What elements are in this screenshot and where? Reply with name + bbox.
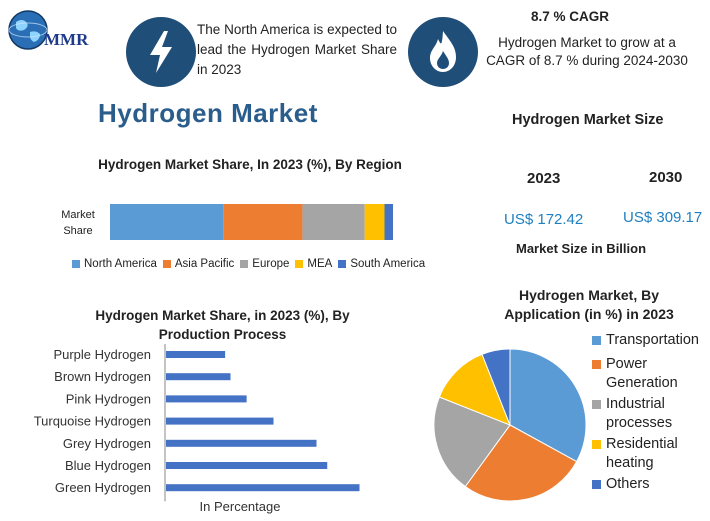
process-x-axis-label: In Percentage	[200, 499, 281, 514]
region-category-label: Market Share	[61, 209, 95, 237]
logo-text: MMR	[44, 30, 89, 49]
legend-label: Industrial processes	[606, 396, 673, 431]
logo	[6, 8, 96, 58]
year-2030: 2030	[649, 169, 683, 186]
flame-icon	[408, 17, 478, 87]
region-stacked-bar	[110, 204, 393, 240]
legend-swatch	[162, 260, 171, 268]
process-label-pink-hydrogen: Pink Hydrogen	[66, 391, 151, 406]
legend-label: Residential heating	[606, 436, 678, 471]
legend-swatch	[592, 440, 601, 449]
legend-item-transportation: Transportation	[592, 331, 710, 350]
legend-label: Asia Pacific	[174, 258, 235, 270]
legend-item-residential-heating: Residential heating	[592, 435, 710, 473]
cagr-text: Hydrogen Market to grow at a CAGR of 8.7…	[486, 35, 688, 68]
process-label-blue-hydrogen: Blue Hydrogen	[65, 458, 151, 473]
legend-swatch	[592, 400, 601, 409]
legend-swatch	[295, 260, 304, 268]
application-legend: Transportation Power Generation Industrial…	[592, 331, 710, 494]
application-chart-title: Hydrogen Market, By Application (in %) i…	[504, 287, 674, 322]
pie-slice-industrial-processes	[433, 396, 511, 488]
process-bar-grey-hydrogen	[166, 439, 317, 447]
legend-swatch	[72, 260, 80, 268]
process-label-brown-hydrogen: Brown Hydrogen	[54, 369, 151, 384]
market-size-note: Market Size in Billion	[516, 241, 647, 256]
process-label-grey-hydrogen: Grey Hydrogen	[63, 436, 151, 451]
application-pie-chart	[433, 348, 587, 502]
region-bar-asia-pacific	[223, 204, 303, 240]
region-bar-mea	[364, 204, 385, 240]
legend-label: South America	[350, 258, 426, 270]
market-size-title: Hydrogen Market Size	[512, 112, 664, 128]
region-bar-south-america	[384, 204, 393, 240]
process-bar-pink-hydrogen	[166, 395, 247, 403]
region-chart-title: Hydrogen Market Share, In 2023 (%), By R…	[98, 157, 402, 172]
legend-item-others: Others	[592, 475, 710, 494]
globe-icon	[8, 10, 48, 50]
size-2030-value: US$ 309.17	[623, 209, 703, 226]
pie-slice-residential-heating	[438, 353, 511, 426]
legend-label: North America	[84, 258, 157, 270]
size-2023-value: US$ 172.42	[504, 211, 584, 228]
legend-swatch	[592, 336, 601, 345]
legend-label: Power Generation	[606, 356, 678, 391]
process-chart-title: Hydrogen Market Share, in 2023 (%), By P…	[95, 308, 350, 342]
page-title: Hydrogen Market	[98, 98, 318, 128]
legend-label: Others	[606, 476, 650, 492]
process-bar-purple-hydrogen	[166, 351, 226, 358]
process-bar-brown-hydrogen	[166, 373, 231, 381]
legend-item-asia-pacific: Asia Pacific	[162, 258, 235, 270]
legend-item-mea: MEA	[295, 258, 332, 270]
pie-slice-transportation	[509, 348, 587, 463]
legend-swatch	[592, 360, 601, 369]
lightning-icon	[126, 17, 196, 87]
legend-swatch	[338, 260, 347, 268]
process-label-purple-hydrogen: Purple Hydrogen	[53, 347, 151, 362]
legend-item-north-america: North America	[72, 258, 157, 270]
region-legend: North America Asia Pacific Europe MEA South …	[72, 258, 431, 270]
legend-item-industrial-processes: Industrial processes	[592, 395, 710, 433]
process-label-green-hydrogen: Green Hydrogen	[55, 480, 151, 495]
legend-item-south-america: South America	[338, 258, 425, 270]
process-bar-blue-hydrogen	[166, 462, 328, 469]
legend-label: Europe	[252, 258, 290, 270]
process-label-turquoise-hydrogen: Turquoise Hydrogen	[34, 414, 151, 429]
pie-slice-others	[481, 348, 511, 426]
process-bar-chart: Purple Hydrogen Brown Hydrogen Pink Hydrog…	[34, 344, 360, 514]
legend-label: MEA	[307, 258, 333, 270]
legend-item-power-generation: Power Generation	[592, 355, 710, 393]
pie-slice-power-generation	[464, 424, 578, 502]
year-2023: 2023	[527, 170, 561, 187]
region-bar-europe	[302, 204, 365, 240]
north-america-fact: The North America is expected to lead th…	[197, 22, 397, 77]
process-bar-turquoise-hydrogen	[166, 417, 274, 425]
cagr-title: 8.7 % CAGR	[530, 9, 610, 24]
legend-swatch	[240, 260, 249, 268]
region-bar-north-america	[110, 204, 224, 240]
legend-label: Transportation	[606, 332, 699, 348]
legend-item-europe: Europe	[240, 258, 289, 270]
process-bar-green-hydrogen	[166, 484, 360, 492]
legend-swatch	[592, 480, 601, 489]
